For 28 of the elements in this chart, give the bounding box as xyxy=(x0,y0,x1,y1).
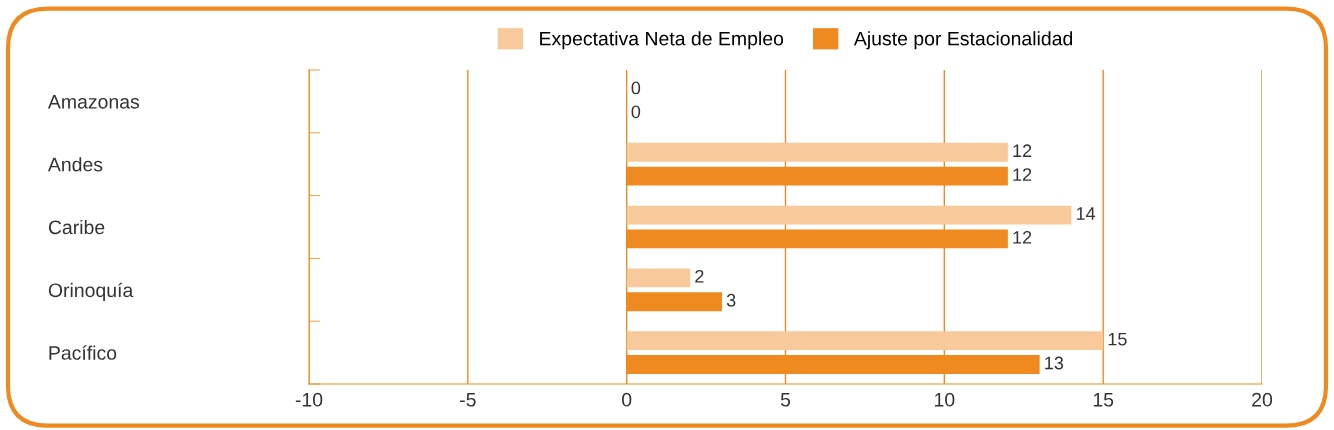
bar xyxy=(626,268,691,288)
data-label: 14 xyxy=(1076,207,1096,220)
data-label: 12 xyxy=(1013,230,1032,244)
bar xyxy=(626,142,1008,162)
bar xyxy=(626,205,1072,225)
data-label: 13 xyxy=(1045,356,1064,370)
data-label: 0 xyxy=(631,81,641,95)
x-tick-label: 15 xyxy=(1093,393,1114,407)
data-label: 3 xyxy=(726,293,736,307)
data-label: 12 xyxy=(1013,144,1032,157)
y-tick-label: Orinoquía xyxy=(48,282,134,301)
y-tick-label: Amazonas xyxy=(47,95,140,109)
x-tick-label: 10 xyxy=(935,392,955,407)
legend-label: Ajuste por Estacionalidad xyxy=(853,31,1073,50)
x-tick-label: -5 xyxy=(460,393,476,407)
x-tick-label: 20 xyxy=(1252,392,1273,407)
x-tick-label: -10 xyxy=(295,392,323,407)
x-tick-label: 0 xyxy=(622,392,632,407)
data-label: 15 xyxy=(1108,332,1127,346)
y-tick-label: Andes xyxy=(47,157,103,172)
data-label: 12 xyxy=(1013,168,1032,181)
y-tick-label: Caribe xyxy=(48,219,105,235)
legend-label: Expectativa Neta de Empleo xyxy=(540,31,784,50)
data-label: 0 xyxy=(631,105,641,119)
data-label: 2 xyxy=(695,269,704,283)
y-tick-label: Pacífico xyxy=(49,345,117,360)
x-tick-label: 5 xyxy=(780,393,791,407)
bar xyxy=(626,331,1104,351)
